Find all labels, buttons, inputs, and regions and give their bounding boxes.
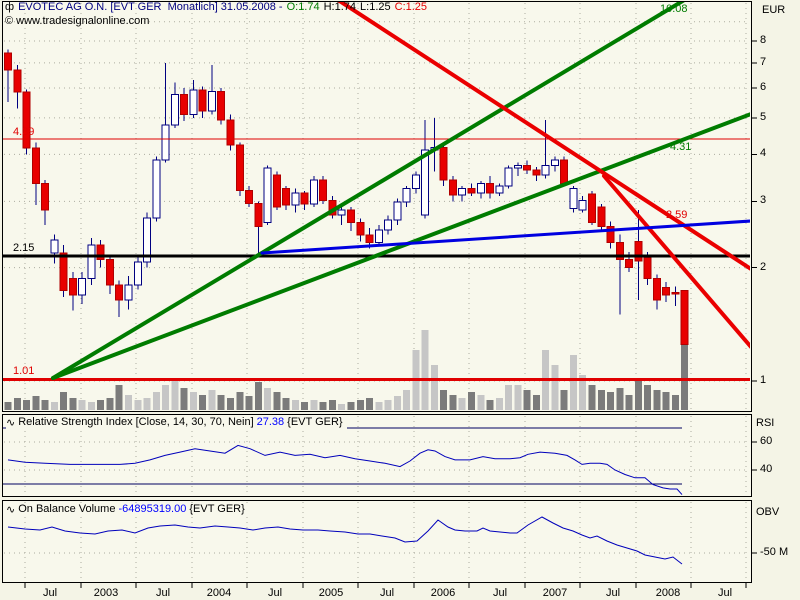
price-tick-6: 6 <box>760 81 767 94</box>
rsi-panel-header[interactable]: ∿ Relative Strength Index [Close, 14, 30… <box>6 416 347 429</box>
time-label-2005: 2005 <box>318 587 344 599</box>
rsi-suffix: {EVT GER} <box>287 416 343 428</box>
price-tick-3: 3 <box>760 194 767 207</box>
price-chart-area[interactable] <box>3 0 751 410</box>
time-label-2007: 2007 <box>542 587 568 599</box>
price-tick-2: 2 <box>760 260 767 273</box>
time-label-Jul: Jul <box>492 587 508 599</box>
rsi-line <box>7 444 683 495</box>
obv-value: -64895319.00 <box>118 503 187 515</box>
level-label-101[interactable]: 1.01 <box>13 365 35 377</box>
time-label-Jul: Jul <box>42 587 58 599</box>
main-price-panel[interactable] <box>2 1 752 412</box>
blue-rising-support[interactable] <box>260 219 751 255</box>
price-tick-5: 5 <box>760 110 767 123</box>
grid-dots <box>4 3 749 580</box>
time-label-Jul: Jul <box>267 587 283 599</box>
price-axis-currency: EUR <box>762 4 786 16</box>
price-tick-8: 8 <box>760 33 767 46</box>
title-text: EVOTEC AG O.N. [EVT GER Monatlich] 31.05… <box>18 1 283 13</box>
high-value: H:1.74 <box>323 1 357 13</box>
time-label-Jul: Jul <box>717 587 733 599</box>
rsi-axis-title: RSI <box>756 417 775 429</box>
time-label-2008: 2008 <box>655 587 681 599</box>
obv-chart-area[interactable] <box>7 516 683 565</box>
axis-ticks <box>24 40 757 588</box>
rsi-tick-40: 40 <box>760 463 773 475</box>
obv-line <box>7 516 683 565</box>
level-label-439[interactable]: 4.39 <box>13 126 35 138</box>
rsi-value: 27.38 <box>256 416 285 428</box>
trendline-label-1008[interactable]: 10.08 <box>660 3 688 15</box>
level-label-215[interactable]: 2.15 <box>13 242 35 254</box>
time-label-Jul: Jul <box>605 587 621 599</box>
indicator-wave-icon: ∿ <box>6 504 16 516</box>
trendline-label-431[interactable]: 4.31 <box>670 141 692 153</box>
price-tick-7: 7 <box>760 55 767 68</box>
obv-suffix: {EVT GER} <box>189 503 245 515</box>
time-label-Jul: Jul <box>155 587 171 599</box>
time-label-Jul: Jul <box>379 587 395 599</box>
obv-panel-header[interactable]: ∿ On Balance Volume -64895319.00 {EVT GE… <box>6 503 249 516</box>
low-value: L:1.25 <box>360 1 391 13</box>
chart-title: ф EVOTEC AG O.N. [EVT GER Monatlich] 31.… <box>5 1 427 13</box>
candlestick-series <box>4 49 689 346</box>
price-tick-1: 1 <box>760 374 767 386</box>
time-label-2003: 2003 <box>93 587 119 599</box>
trendline-label-259[interactable]: 2.59 <box>666 209 688 221</box>
time-label-2006: 2006 <box>430 587 456 599</box>
indicator-wave-icon: ∿ <box>6 417 16 429</box>
green-uptrend-steep[interactable] <box>51 0 686 380</box>
copyright-text: © www.tradesignalonline.com <box>5 15 150 27</box>
open-value: O:1.74 <box>286 1 320 13</box>
green-uptrend-shallow[interactable] <box>51 112 751 380</box>
time-label-2004: 2004 <box>206 587 232 599</box>
price-tick-4: 4 <box>760 147 767 160</box>
pin-icon[interactable]: ф <box>5 1 15 13</box>
obv-axis-title: OBV <box>756 506 780 518</box>
obv-name: On Balance Volume <box>18 503 116 515</box>
rsi-name: Relative Strength Index [Close, 14, 30, … <box>18 416 254 428</box>
obv-tick--50M: -50 M <box>760 546 789 558</box>
red-downtrend-steep[interactable] <box>602 174 751 349</box>
close-value: C:1.25 <box>394 1 428 13</box>
rsi-tick-60: 60 <box>760 435 773 447</box>
